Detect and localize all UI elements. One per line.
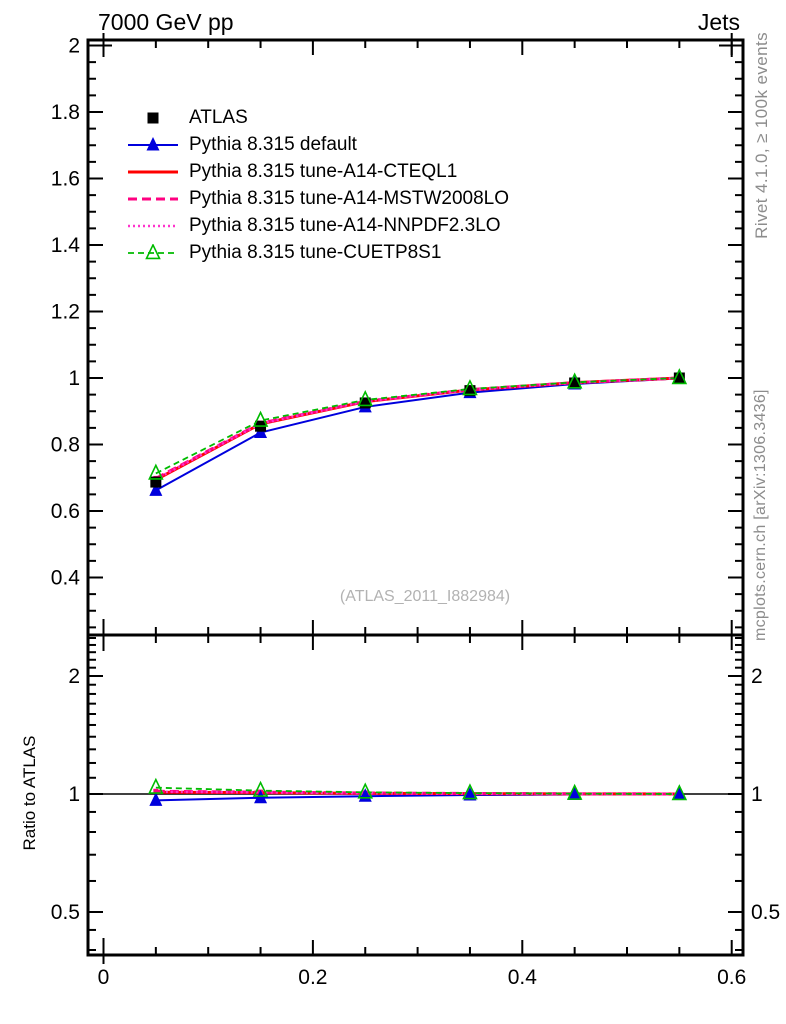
legend-label: ATLAS: [189, 106, 248, 128]
svg-text:0.8: 0.8: [51, 434, 80, 457]
legend-item-pythia-8-315-tune-a14-nnpdf2-3lo: Pythia 8.315 tune-A14-NNPDF2.3LO: [126, 212, 509, 239]
legend-item-pythia-8-315-tune-a14-mstw2008lo: Pythia 8.315 tune-A14-MSTW2008LO: [126, 185, 509, 212]
svg-text:2: 2: [68, 665, 80, 688]
svg-text:2: 2: [68, 35, 80, 58]
svg-text:0.4: 0.4: [51, 567, 81, 590]
svg-text:0: 0: [98, 966, 110, 989]
legend-label: Pythia 8.315 tune-A14-NNPDF2.3LO: [189, 214, 501, 236]
series-markers-pythia-8-315-tune-cuetp8s1: [148, 368, 688, 801]
legend: ATLAS Pythia 8.315 default Pythia 8.315 tu…: [126, 104, 509, 266]
rivet-version-note: Rivet 4.1.0, ≥ 100k events: [752, 32, 771, 239]
legend-label: Pythia 8.315 tune-A14-MSTW2008LO: [189, 187, 510, 209]
analysis-id-watermark: (ATLAS_2011_I882984): [339, 588, 511, 605]
svg-text:0.4: 0.4: [508, 966, 538, 989]
svg-text:2: 2: [751, 665, 763, 688]
legend-swatch-pythia-8-315-tune-cuetp8s1: [128, 243, 178, 259]
axis-ticks: [88, 33, 743, 964]
legend-label: Pythia 8.315 tune-CUETP8S1: [189, 241, 442, 263]
beam-title: 7000 GeV pp: [98, 9, 234, 35]
mcplots-arxiv-note: mcplots.cern.ch [arXiv:1306.3436]: [752, 389, 769, 641]
legend-label: Pythia 8.315 tune-A14-CTEQL1: [189, 160, 458, 182]
legend-swatch-pythia-8-315-tune-a14-cteql1: [128, 170, 178, 173]
axis-tick-labels: 0.4 0.6 0.8 1 1.2 1.4 1.6 1.8 2 0.5 0.5 1 1 2 2 0 0.2 0.4…: [51, 35, 780, 990]
legend-item-pythia-8-315-tune-a14-cteql1: Pythia 8.315 tune-A14-CTEQL1: [126, 158, 509, 185]
legend-item-pythia-8-315-tune-cuetp8s1: Pythia 8.315 tune-CUETP8S1: [126, 239, 509, 266]
series-line-pythia-8-315-tune-a14-cteql1: [155, 376, 680, 482]
ratio-axis-title: Ratio to ATLAS: [20, 735, 39, 851]
svg-text:1.4: 1.4: [51, 234, 81, 257]
svg-text:1.8: 1.8: [51, 101, 80, 124]
legend-item-pythia-8-315-default: Pythia 8.315 default: [126, 131, 509, 158]
svg-text:1.2: 1.2: [51, 301, 80, 324]
svg-text:1.6: 1.6: [51, 168, 80, 191]
legend-swatch-atlas: [147, 112, 159, 123]
series-line-pythia-8-315-tune-cuetp8s1: [155, 377, 680, 475]
svg-text:0.2: 0.2: [298, 966, 327, 989]
svg-text:1: 1: [68, 783, 80, 806]
legend-swatch-pythia-8-315-tune-a14-mstw2008lo: [128, 197, 178, 200]
legend-item-atlas: ATLAS: [126, 104, 509, 131]
svg-text:1: 1: [68, 367, 80, 390]
legend-label: Pythia 8.315 default: [189, 133, 357, 155]
series-line-pythia-8-315-tune-a14-nnpdf2-3lo: [155, 376, 680, 481]
svg-text:1: 1: [751, 783, 763, 806]
legend-swatch-pythia-8-315-default: [128, 136, 178, 150]
series-markers-atlas: [150, 372, 685, 488]
ratio-line-pythia-8-315-tune-cuetp8s1: [155, 786, 680, 795]
analysis-group-title: Jets: [697, 9, 740, 35]
series-line-pythia-8-315-tune-a14-mstw2008lo: [155, 376, 680, 480]
svg-text:0.5: 0.5: [51, 901, 80, 924]
svg-text:0.6: 0.6: [51, 500, 80, 523]
legend-swatch-pythia-8-315-tune-a14-nnpdf2-3lo: [128, 224, 178, 227]
svg-text:0.5: 0.5: [751, 901, 780, 924]
svg-text:0.6: 0.6: [717, 966, 746, 989]
